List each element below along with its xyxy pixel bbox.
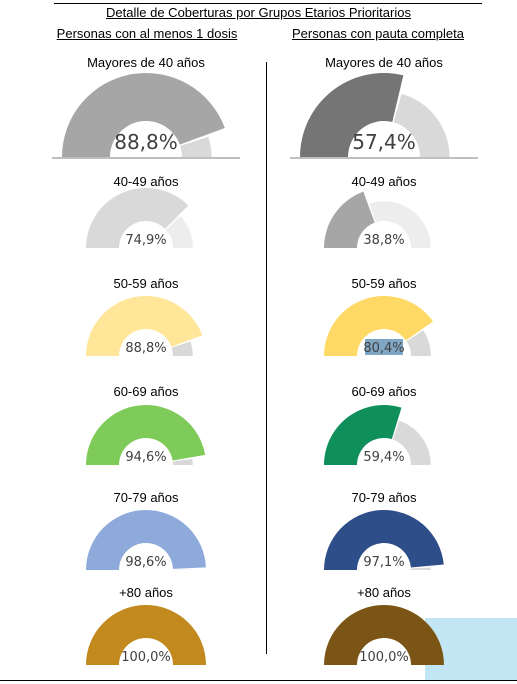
gauge-chart: 38,8%	[324, 191, 431, 248]
gauge-value-label: 57,4%	[352, 130, 416, 154]
gauge-filled-arc	[324, 191, 375, 248]
top-rule	[54, 3, 482, 4]
gauge-remainder-arc	[392, 420, 431, 465]
gauge-filled-arc	[300, 72, 404, 157]
gauge-filled-arc	[86, 605, 206, 665]
gauge-category-label: 50-59 años	[113, 276, 179, 291]
gauge-category-label: Mayores de 40 años	[325, 55, 443, 70]
gauge-category-label: 60-69 años	[351, 384, 417, 399]
gauge-filled-arc	[86, 296, 203, 356]
gauge-filled-arc	[62, 73, 225, 157]
gauge-chart: 100,0%	[86, 605, 206, 665]
gauge-category-label: Mayores de 40 años	[87, 55, 205, 70]
gauge-value-label: 88,8%	[125, 341, 166, 356]
gauge-category-label: 60-69 años	[113, 384, 179, 399]
gauge-remainder-arc	[393, 93, 450, 157]
gauge-chart: 88,8%	[52, 73, 240, 159]
gauge-category-label: 40-49 años	[351, 174, 417, 189]
gauge-remainder-arc	[410, 567, 431, 570]
gauge-remainder-arc	[406, 330, 431, 356]
gauge-remainder-arc	[172, 458, 193, 465]
gauge-chart: 57,4%	[290, 72, 478, 159]
gauge-category-label: 70-79 años	[113, 490, 179, 505]
gauge-filled-arc	[324, 605, 444, 665]
gauge-chart: 59,4%	[324, 405, 431, 465]
left-column-header: Personas con al menos 1 dosis	[56, 26, 238, 41]
gauge-value-label: 100,0%	[359, 650, 409, 665]
gauge-chart: 88,8%	[86, 296, 203, 356]
gauge-remainder-arc	[171, 341, 193, 356]
right-column-header: Personas con pauta completa	[292, 26, 464, 41]
gauge-category-label: 50-59 años	[351, 276, 417, 291]
value-highlight	[365, 339, 403, 355]
gauge-remainder-arc	[180, 136, 212, 157]
gauge-remainder-arc	[165, 216, 193, 248]
gauge-value-label: 80,4%	[363, 341, 404, 356]
gauge-value-label: 94,6%	[125, 450, 166, 465]
gauge-value-label: 88,8%	[114, 130, 178, 154]
gauge-filled-arc	[86, 405, 206, 465]
gauge-filled-arc	[86, 187, 189, 248]
gauge-category-label: +80 años	[119, 585, 173, 600]
gauge-remainder-arc	[369, 201, 431, 248]
gauge-chart: 100,0%	[324, 605, 444, 665]
column-divider	[266, 62, 267, 654]
gauge-chart: 80,4%	[324, 296, 433, 356]
page-title: Detalle de Coberturas por Grupos Etarios…	[106, 5, 411, 20]
gauge-value-label: 38,8%	[363, 233, 404, 248]
gauge-chart: 97,1%	[324, 510, 444, 570]
gauge-category-label: +80 años	[357, 585, 411, 600]
gauge-value-label: 98,6%	[125, 555, 166, 570]
gauge-chart: 74,9%	[86, 187, 193, 248]
gauge-chart: 94,6%	[86, 405, 206, 465]
gauge-category-label: 70-79 años	[351, 490, 417, 505]
gauge-filled-arc	[324, 510, 444, 570]
gauge-value-label: 97,1%	[363, 555, 404, 570]
gauge-category-label: 40-49 años	[113, 174, 179, 189]
gauge-filled-arc	[324, 296, 433, 356]
gauge-filled-arc	[324, 405, 402, 465]
gauge-chart: 98,6%	[86, 510, 206, 570]
gauge-value-label: 59,4%	[363, 450, 404, 465]
bottom-rule	[0, 680, 517, 681]
gauge-value-label: 74,9%	[125, 233, 166, 248]
gauge-filled-arc	[86, 510, 206, 570]
gauge-value-label: 100,0%	[121, 650, 171, 665]
